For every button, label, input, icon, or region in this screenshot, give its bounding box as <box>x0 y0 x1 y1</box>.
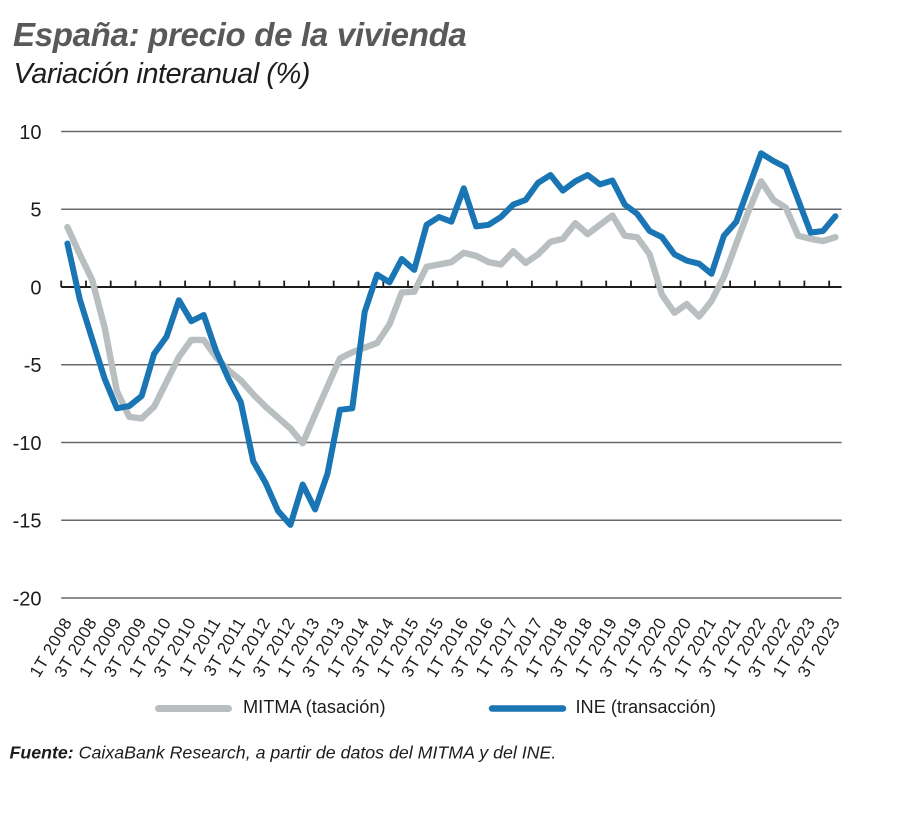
svg-text:10: 10 <box>19 122 41 144</box>
svg-text:-10: -10 <box>13 433 42 455</box>
svg-text:Variación interanual (%): Variación interanual (%) <box>14 58 310 90</box>
svg-text:0: 0 <box>30 277 41 299</box>
svg-text:-5: -5 <box>24 355 42 377</box>
svg-text:Fuente: CaixaBank Research, a: Fuente: CaixaBank Research, a partir de … <box>10 743 557 763</box>
svg-text:-15: -15 <box>13 511 42 533</box>
svg-text:España: precio de la vivienda: España: precio de la vivienda <box>13 16 466 53</box>
svg-text:5: 5 <box>30 200 41 222</box>
svg-text:MITMA (tasación): MITMA (tasación) <box>243 697 386 717</box>
svg-text:-20: -20 <box>13 588 42 610</box>
svg-text:INE (transacción): INE (transacción) <box>576 697 717 717</box>
